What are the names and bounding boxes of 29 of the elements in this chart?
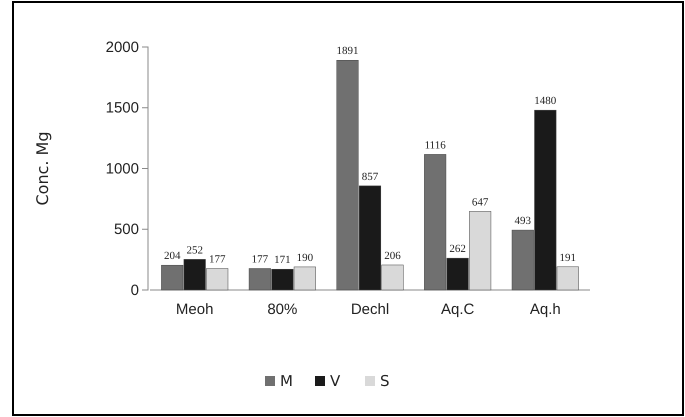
y-axis-title: Conc. Mg [33, 131, 52, 206]
y-tick-label: 2000 [106, 38, 139, 56]
legend-label: M [280, 372, 293, 390]
data-label: 493 [514, 215, 532, 228]
y-tick-label: 1500 [106, 100, 139, 117]
legend-label: V [330, 372, 341, 390]
y-tick-label: 1000 [106, 160, 139, 178]
x-tick-label: Aq.h [530, 301, 561, 318]
data-label: 1891 [336, 45, 359, 58]
x-tick-label: Aq.C [440, 301, 474, 318]
legend-label: S [380, 372, 390, 390]
y-tick-label: 500 [114, 221, 139, 238]
data-label: 206 [384, 250, 402, 262]
x-tick-label: Dechl [350, 301, 390, 318]
data-label: 190 [296, 252, 314, 264]
data-label: 191 [560, 252, 576, 264]
data-label: 171 [274, 254, 291, 266]
data-label: 252 [186, 244, 203, 256]
data-label: 647 [472, 196, 489, 208]
y-tick-label: 0 [130, 282, 139, 299]
data-label: 262 [449, 243, 466, 256]
data-label: 857 [362, 170, 379, 183]
x-tick-label: Meoh [176, 301, 214, 318]
data-label: 204 [164, 250, 181, 262]
data-label: 177 [208, 253, 226, 266]
x-tick-label: 80% [267, 301, 298, 318]
data-label: 1480 [534, 95, 557, 108]
data-label: 1116 [424, 139, 446, 152]
data-label: 177 [252, 253, 269, 266]
